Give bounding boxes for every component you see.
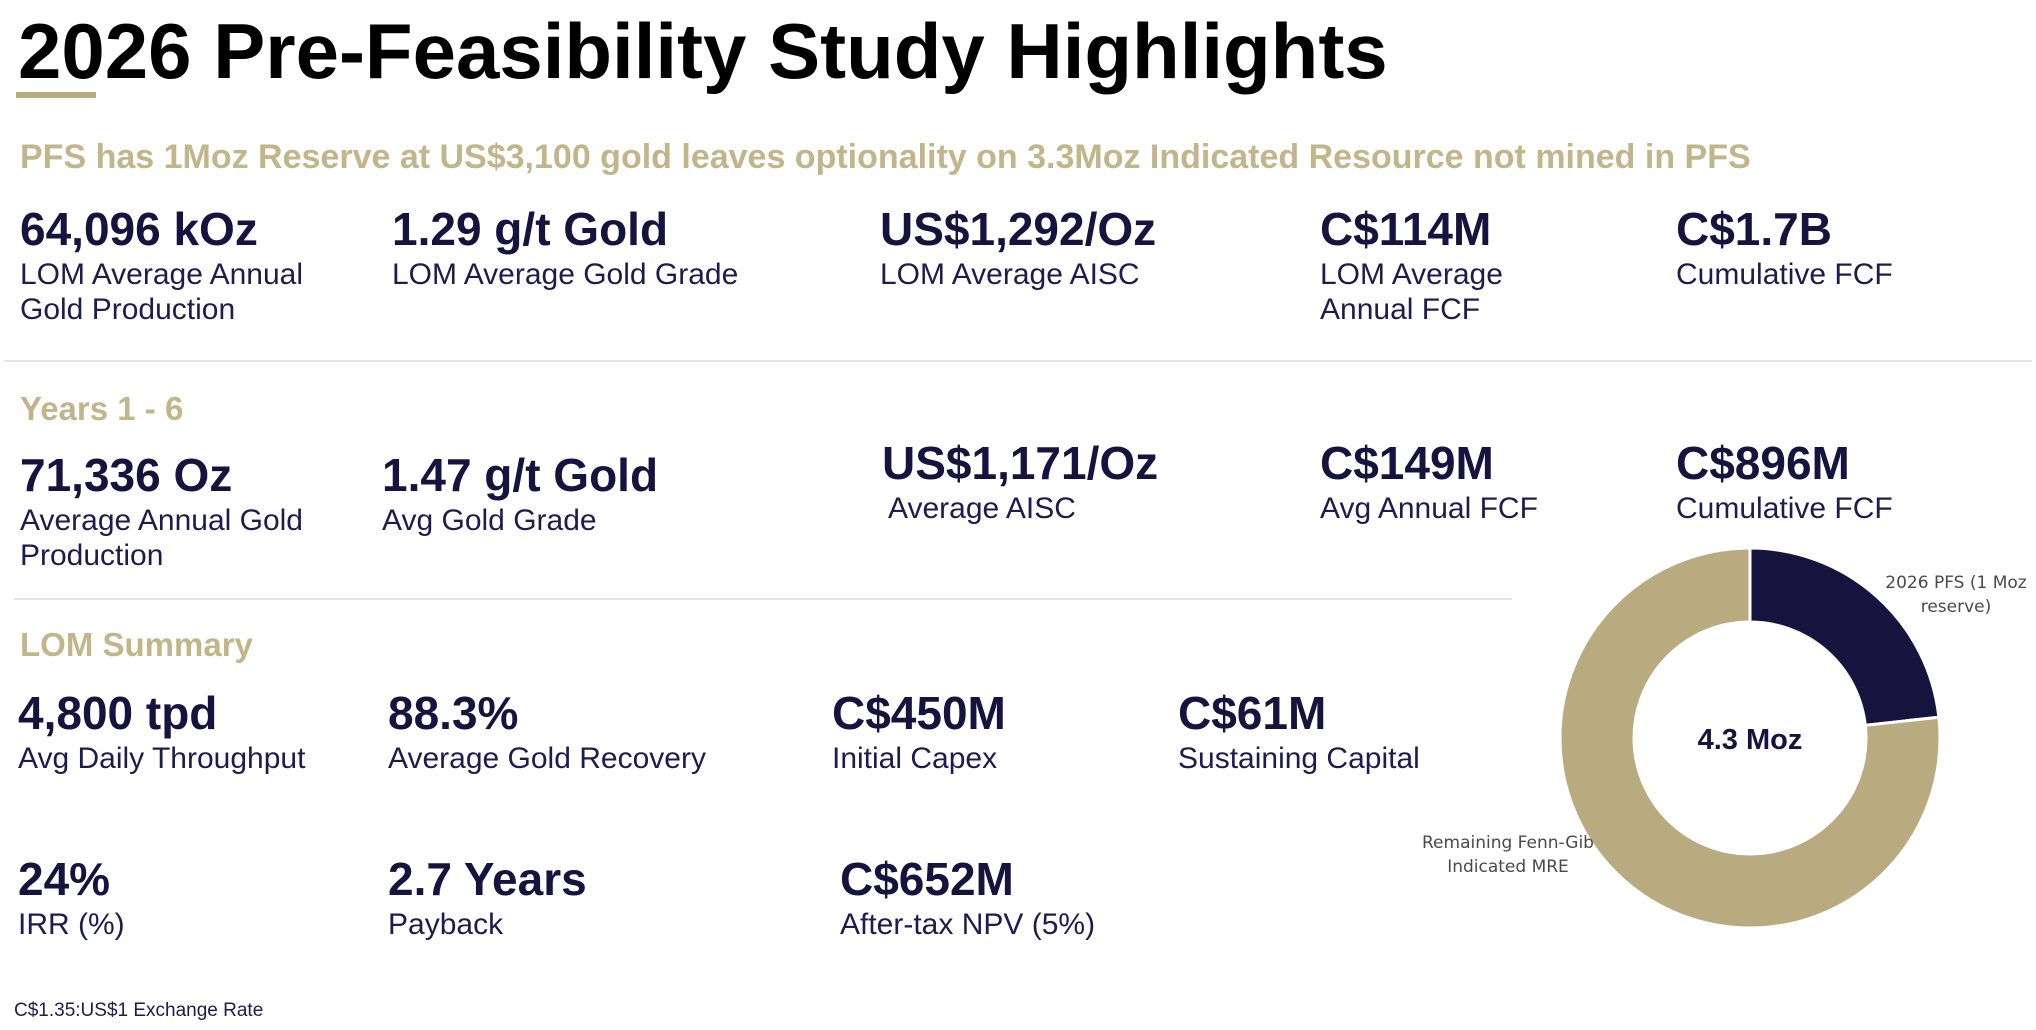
metric-label: Avg Annual FCF [1320, 492, 1538, 525]
metric-value: US$1,171/Oz [882, 437, 1159, 489]
metric-lom-annual-production: 64,096 kOz LOM Average Annual Gold Produ… [20, 206, 360, 327]
metric-label: Sustaining Capital [1178, 742, 1420, 775]
slice-label-remaining: Remaining Fenn-Gib Indicated MRE [1422, 833, 1594, 877]
metric-value: C$1.7B [1676, 203, 1832, 255]
metric-value: 2.7 Years [388, 853, 587, 905]
metric-value: 4,800 tpd [18, 687, 218, 739]
resource-donut-chart: 4.3 Moz 2026 PFS (1 Moz reserve) Remainin… [1420, 546, 2036, 948]
metric-years-cumulative-fcf: C$896M Cumulative FCF [1676, 440, 2016, 527]
metric-initial-capex: C$450M Initial Capex [832, 690, 1132, 777]
page-title: 2026 Pre-Feasibility Study Highlights [18, 7, 1388, 95]
metric-sustaining-capital: C$61M Sustaining Capital [1178, 690, 1498, 777]
metric-label: Cumulative FCF [1676, 492, 1893, 525]
metric-label: After-tax NPV (5%) [840, 908, 1096, 941]
metric-label: Average Gold Recovery [388, 742, 706, 775]
metric-label: LOM Average Annual Gold Production [20, 258, 303, 326]
metric-years-aisc: US$1,171/Oz Average AISC [882, 440, 1282, 527]
metric-value: US$1,292/Oz [880, 203, 1157, 255]
section-divider [14, 598, 1512, 600]
metric-payback: 2.7 Years Payback [388, 856, 728, 943]
donut-center-label: 4.3 Moz [1698, 724, 1803, 756]
metric-years-annual-fcf: C$149M Avg Annual FCF [1320, 440, 1640, 527]
metric-label: LOM Average Gold Grade [392, 258, 739, 291]
slice-label-pfs: 2026 PFS (1 Moz reserve) [1885, 573, 2027, 617]
metric-value: C$896M [1676, 437, 1850, 489]
metric-lom-annual-fcf: C$114M LOM Average Annual FCF [1320, 206, 1570, 327]
metric-label: Avg Daily Throughput [18, 742, 306, 775]
metric-value: 1.29 g/t Gold [392, 203, 669, 255]
metric-throughput: 4,800 tpd Avg Daily Throughput [18, 690, 358, 777]
metric-label: Average Annual Gold Production [20, 504, 303, 572]
metric-label: Avg Gold Grade [382, 504, 597, 537]
metric-value: 71,336 Oz [20, 449, 233, 501]
metric-label: Average AISC [888, 492, 1076, 525]
metric-value: C$114M [1320, 203, 1492, 255]
metric-lom-grade: 1.29 g/t Gold LOM Average Gold Grade [392, 206, 812, 293]
metric-irr: 24% IRR (%) [18, 856, 318, 943]
metric-recovery: 88.3% Average Gold Recovery [388, 690, 788, 777]
metric-label: Initial Capex [832, 742, 998, 775]
metric-label: Cumulative FCF [1676, 258, 1893, 291]
title-accent-underline [16, 92, 96, 98]
metric-value: 88.3% [388, 687, 519, 739]
metric-lom-cumulative-fcf: C$1.7B Cumulative FCF [1676, 206, 2016, 293]
metric-label: LOM Average Annual FCF [1320, 258, 1503, 326]
metric-lom-aisc: US$1,292/Oz LOM Average AISC [880, 206, 1280, 293]
subtitle: PFS has 1Moz Reserve at US$3,100 gold le… [20, 138, 1751, 176]
metric-value: C$149M [1320, 437, 1494, 489]
section-heading-lom-summary: LOM Summary [20, 626, 253, 663]
metric-value: 64,096 kOz [20, 203, 258, 255]
metric-value: 24% [18, 853, 111, 905]
donut-slice-0 [1748, 546, 1941, 727]
metric-years-grade: 1.47 g/t Gold Avg Gold Grade [382, 452, 802, 539]
metric-value: C$61M [1178, 687, 1327, 739]
donut-slice-1 [1558, 546, 1942, 930]
metric-value: 1.47 g/t Gold [382, 449, 659, 501]
exchange-rate-footnote: C$1.35:US$1 Exchange Rate [14, 1000, 264, 1021]
section-heading-years: Years 1 - 6 [20, 390, 184, 427]
section-divider [4, 360, 2032, 362]
metric-label: LOM Average AISC [880, 258, 1140, 291]
metric-value: C$450M [832, 687, 1006, 739]
metric-label: Payback [388, 908, 504, 941]
metric-npv: C$652M After-tax NPV (5%) [840, 856, 1200, 943]
metric-years-annual-production: 71,336 Oz Average Annual Gold Production [20, 452, 360, 573]
donut-svg: 4.3 Moz 2026 PFS (1 Moz reserve) Remainin… [1422, 546, 2027, 930]
metric-label: IRR (%) [18, 908, 125, 941]
metric-value: C$652M [840, 853, 1014, 905]
